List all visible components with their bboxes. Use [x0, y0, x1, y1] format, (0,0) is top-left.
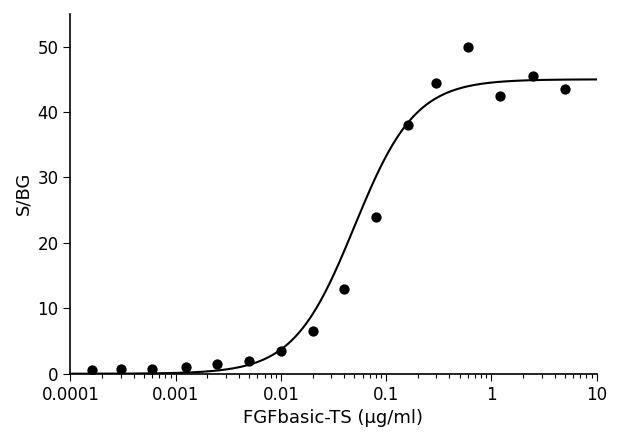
- Point: [244, 357, 254, 364]
- Point: [495, 92, 505, 99]
- Y-axis label: S/BG: S/BG: [14, 172, 32, 216]
- Point: [463, 43, 473, 50]
- X-axis label: FGFbasic-TS (μg/ml): FGFbasic-TS (μg/ml): [243, 409, 424, 427]
- Point: [432, 79, 442, 86]
- Point: [339, 285, 349, 292]
- Point: [181, 364, 191, 371]
- Point: [560, 86, 570, 93]
- Point: [528, 72, 538, 79]
- Point: [371, 213, 381, 220]
- Point: [116, 366, 125, 373]
- Point: [307, 328, 317, 335]
- Point: [212, 360, 222, 367]
- Point: [147, 365, 157, 372]
- Point: [87, 367, 97, 374]
- Point: [402, 122, 412, 129]
- Point: [276, 348, 286, 355]
